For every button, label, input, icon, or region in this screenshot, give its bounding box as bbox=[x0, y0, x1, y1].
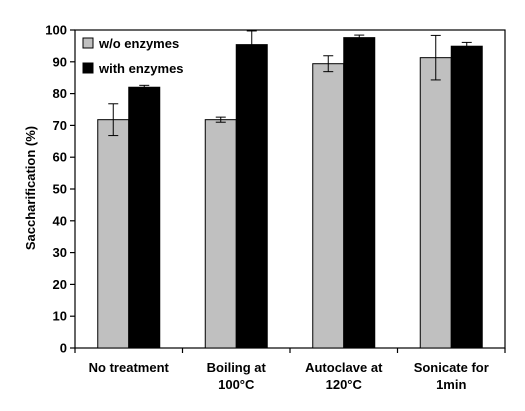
legend-swatch bbox=[82, 37, 94, 49]
x-tick-label: Autoclave at bbox=[305, 360, 383, 375]
x-tick-label: No treatment bbox=[89, 360, 170, 375]
bar-with-enzymes bbox=[450, 45, 483, 349]
bar-without-enzymes bbox=[204, 119, 237, 349]
y-tick-label: 30 bbox=[53, 245, 67, 260]
x-tick-label: 120°C bbox=[326, 377, 363, 392]
plot-area: 0 10 20 30 40 50 60 70 80 90 100 No treatment Boilin… bbox=[45, 23, 506, 392]
bar-without-enzymes bbox=[419, 57, 452, 349]
y-tick-label: 50 bbox=[53, 182, 67, 197]
x-tick-label: Boiling at bbox=[207, 360, 267, 375]
x-tick-label: 1min bbox=[436, 377, 466, 392]
y-tick-label: 90 bbox=[53, 54, 67, 69]
x-tick-label: 100°C bbox=[218, 377, 255, 392]
legend-label: with enzymes bbox=[98, 61, 184, 76]
y-tick-label: 40 bbox=[53, 213, 67, 228]
x-tick-label: Sonicate for bbox=[414, 360, 489, 375]
y-tick-label: 80 bbox=[53, 86, 67, 101]
legend-label: w/o enzymes bbox=[98, 36, 179, 51]
bar-without-enzymes bbox=[312, 63, 345, 349]
bar-with-enzymes bbox=[343, 37, 376, 349]
bar-with-enzymes bbox=[235, 44, 268, 349]
y-tick-label: 10 bbox=[53, 309, 67, 324]
y-axis-title: Saccharification (%) bbox=[23, 126, 38, 250]
legend-swatch bbox=[82, 62, 94, 74]
legend: w/o enzymes with enzymes bbox=[82, 36, 184, 76]
y-tick-label: 60 bbox=[53, 150, 67, 165]
y-tick-label: 20 bbox=[53, 277, 67, 292]
y-tick-label: 0 bbox=[60, 341, 67, 356]
y-tick-label: 100 bbox=[45, 23, 67, 38]
bar-with-enzymes bbox=[128, 86, 161, 349]
y-tick-label: 70 bbox=[53, 118, 67, 133]
bar-without-enzymes bbox=[97, 119, 130, 349]
